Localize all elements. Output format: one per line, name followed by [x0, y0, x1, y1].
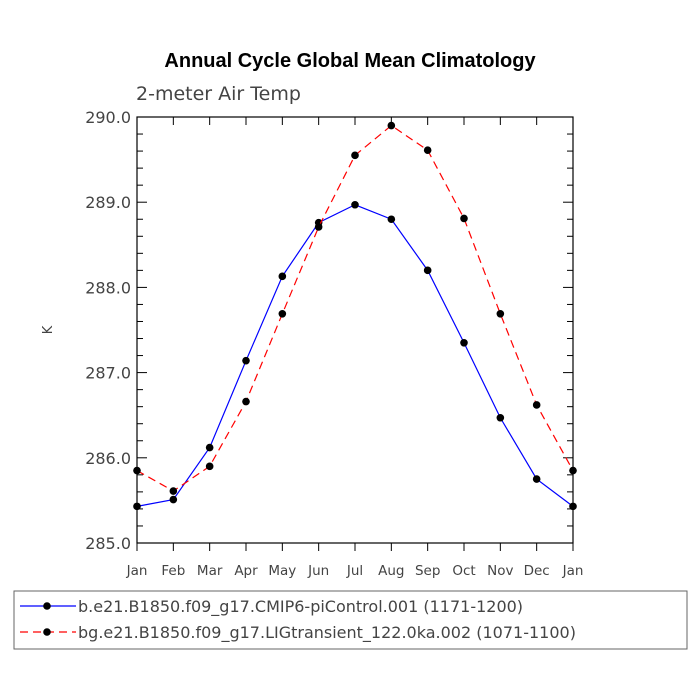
y-tick-label: 287.0: [85, 364, 131, 383]
series-group: [133, 121, 577, 511]
series-1-point: [242, 356, 250, 365]
series-1-point: [351, 200, 359, 209]
x-tick-label: Jan: [126, 563, 148, 579]
series-2-point: [133, 466, 141, 475]
series-2-point: [496, 310, 505, 318]
x-tick-label: Jul: [346, 563, 363, 579]
series-2-point: [351, 151, 359, 160]
series-2-point: [205, 462, 214, 471]
x-tick-label: Oct: [452, 563, 475, 579]
series-1-point: [569, 502, 577, 511]
series-2-point: [532, 401, 541, 409]
legend-marker-1: [43, 602, 51, 610]
x-tick-label: May: [268, 563, 296, 579]
plot-frame: [136, 116, 574, 544]
series-2-point: [242, 397, 250, 406]
legend: b.e21.B1850.f09_g17.CMIP6-piControl.001 …: [13, 590, 688, 650]
x-tick-label: Mar: [197, 563, 223, 579]
y-tick-label: 285.0: [85, 534, 131, 553]
legend-box: [13, 590, 688, 650]
x-tick-label: Sep: [415, 563, 440, 579]
legend-marker-2: [43, 628, 51, 636]
series-1-point: [496, 413, 505, 422]
y-tick-label: 288.0: [85, 278, 131, 297]
x-tick-label: Feb: [161, 563, 185, 579]
chart-title: Annual Cycle Global Mean Climatology: [164, 50, 536, 72]
series-line-2: [136, 124, 574, 492]
series-2-point: [314, 223, 323, 231]
series-2-point: [278, 310, 287, 318]
legend-label-2: bg.e21.B1850.f09_g17.LIGtransient_122.0k…: [78, 623, 576, 643]
series-2-point: [569, 466, 577, 475]
series-1-point: [205, 443, 214, 452]
y-tick-label: 290.0: [85, 108, 131, 127]
series-1-point: [423, 266, 432, 275]
series-1-point: [169, 495, 178, 504]
series-1-point: [387, 215, 396, 224]
x-tick-label: Dec: [524, 563, 550, 579]
x-tick-label: Apr: [234, 563, 258, 579]
series-1-point: [278, 272, 287, 281]
series-1-point: [532, 475, 541, 483]
y-tick-label: 286.0: [85, 449, 131, 468]
series-2-point: [169, 487, 178, 495]
series-1-point: [133, 502, 141, 511]
chart-subtitle: 2-meter Air Temp: [136, 83, 301, 105]
series-1-point: [460, 338, 468, 347]
axes: 285.0 286.0 287.0 288.0 289.0 290.0 Jan Feb Mar A…: [85, 108, 583, 579]
x-tick-label: Jun: [307, 563, 329, 579]
legend-label-1: b.e21.B1850.f09_g17.CMIP6-piControl.001 …: [78, 597, 523, 617]
series-2-point: [387, 121, 396, 130]
x-tick-label: Jan: [562, 563, 584, 579]
x-tick-label: Aug: [378, 563, 404, 579]
y-axis-label: K: [41, 325, 56, 334]
series-line-1: [136, 204, 574, 507]
series-2-point: [460, 214, 468, 223]
x-tick-label: Nov: [487, 563, 513, 579]
y-tick-label: 289.0: [85, 193, 131, 212]
series-2-point: [423, 146, 432, 155]
